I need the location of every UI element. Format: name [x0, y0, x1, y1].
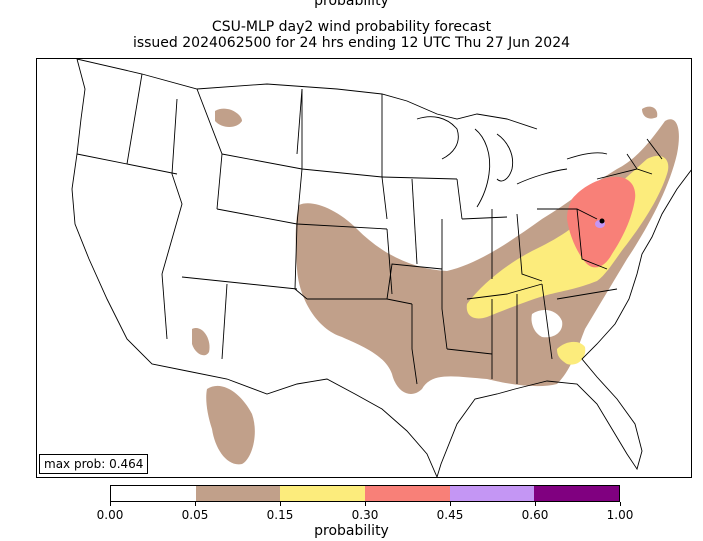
- colorbar-tick-label: 0.45: [436, 508, 464, 522]
- state-borders: [71, 59, 691, 477]
- colorbar-segment-1: [195, 486, 281, 501]
- us-probability-map: [71, 59, 691, 477]
- colorbar-segment-2: [280, 486, 366, 501]
- colorbar-tick-mark: [534, 502, 536, 506]
- colorbar-segment-0: [111, 486, 196, 501]
- title-line-1: CSU-MLP day2 wind probability forecast: [211, 19, 492, 35]
- prob-area-tan: [192, 106, 679, 465]
- colorbar-tick-label: 0.30: [351, 508, 379, 522]
- colorbar-label-top: probability: [314, 0, 389, 9]
- colorbar-tick-mark: [364, 502, 366, 506]
- colorbar-tick-label: 0.15: [266, 508, 294, 522]
- colorbar-tick-mark: [619, 502, 621, 506]
- colorbar-tick-mark: [194, 502, 196, 506]
- colorbar-segment-4: [449, 486, 535, 501]
- colorbar-tick-label: 0.05: [181, 508, 209, 522]
- max-prob-box: max prob: 0.464: [39, 454, 149, 474]
- colorbar-tick-label: 0.60: [521, 508, 549, 522]
- chart-title: CSU-MLP day2 wind probability forecast i…: [0, 19, 703, 51]
- title-line-2: issued 2024062500 for 24 hrs ending 12 U…: [132, 35, 571, 51]
- colorbar-label: probability: [314, 523, 389, 539]
- colorbar-segment-5: [534, 486, 620, 501]
- max-point-marker: [599, 218, 605, 224]
- colorbar-tick-label: 0.00: [96, 508, 124, 522]
- colorbar-tick-label: 1.00: [606, 508, 634, 522]
- colorbar-segment-3: [365, 486, 450, 501]
- colorbar-tick-mark: [449, 502, 451, 506]
- colorbar: [110, 485, 620, 502]
- colorbar-tick-mark: [109, 502, 111, 506]
- map-panel: [36, 58, 692, 478]
- colorbar-tick-mark: [279, 502, 281, 506]
